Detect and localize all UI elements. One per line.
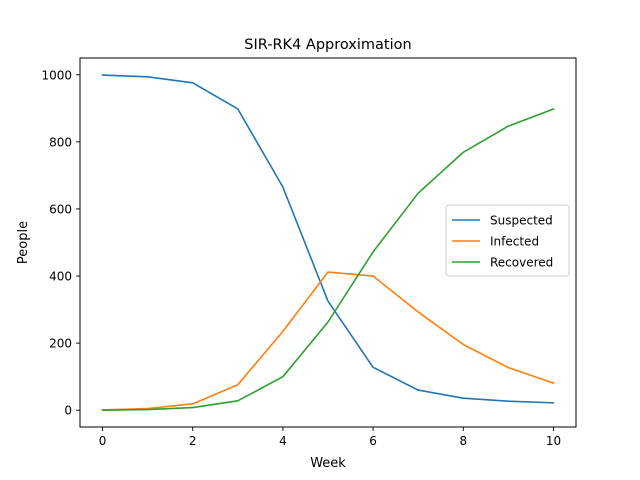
x-tick-label: 8 (459, 434, 467, 448)
legend-label-suspected: Suspected (490, 214, 553, 228)
plot-lines (101, 74, 555, 412)
plot-frame (79, 57, 577, 428)
y-tick-label: 600 (49, 202, 72, 216)
x-axis-ticks: 0 2 4 6 8 10 (99, 427, 561, 448)
x-tick-label: 6 (369, 434, 377, 448)
x-axis-label: Week (310, 456, 346, 471)
y-tick-label: 200 (49, 337, 72, 351)
series-line-suspected (101, 74, 555, 404)
y-tick-label: 1000 (41, 68, 72, 82)
series-line-recovered (101, 107, 555, 412)
legend-box (445, 204, 570, 277)
y-tick-label: 400 (49, 270, 72, 284)
y-axis-label: People (16, 221, 31, 264)
y-tick-label: 800 (49, 135, 72, 149)
x-tick-label: 10 (546, 434, 561, 448)
chart-title: SIR-RK4 Approximation (244, 37, 411, 53)
legend-label-recovered: Recovered (490, 256, 553, 270)
series-line-infected (101, 271, 555, 411)
y-tick-label: 0 (64, 404, 72, 418)
x-tick-label: 2 (189, 434, 197, 448)
x-tick-label: 4 (279, 434, 287, 448)
x-tick-label: 0 (99, 434, 107, 448)
legend-label-infected: Infected (490, 235, 539, 249)
y-axis-ticks: 0 200 400 600 800 1000 (41, 68, 80, 418)
legend: Suspected Infected Recovered (445, 204, 570, 277)
